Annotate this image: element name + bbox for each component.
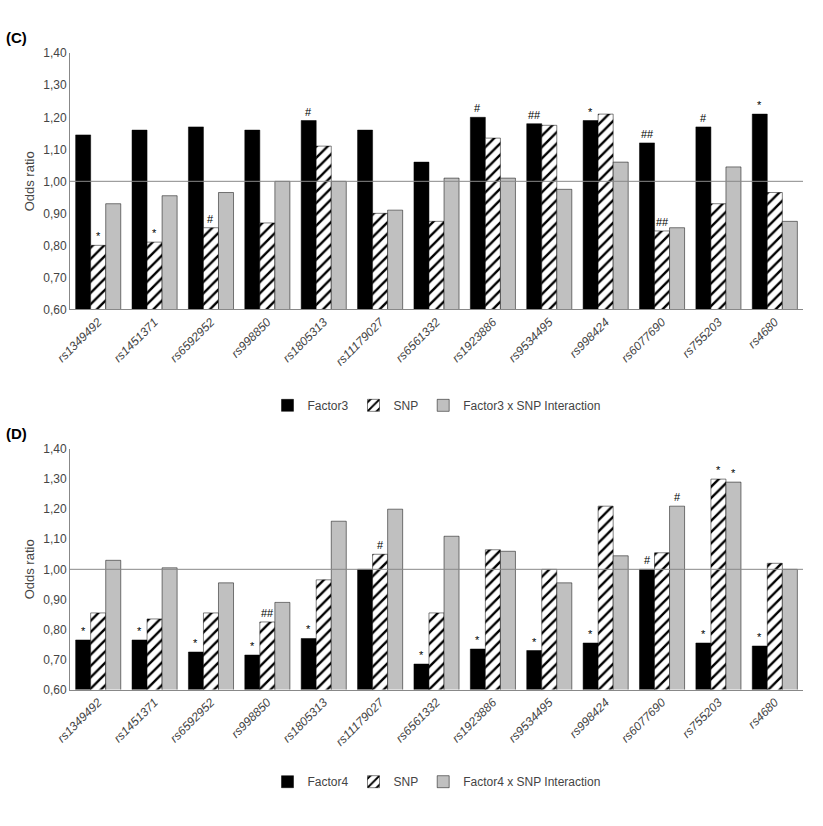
svg-text:1,40: 1,40 bbox=[43, 46, 67, 60]
svg-text:rs998850: rs998850 bbox=[228, 315, 274, 361]
svg-text:Odds ratio: Odds ratio bbox=[22, 151, 37, 211]
svg-text:1,30: 1,30 bbox=[43, 472, 67, 486]
svg-text:0,70: 0,70 bbox=[43, 271, 67, 285]
svg-text:0,60: 0,60 bbox=[43, 303, 67, 317]
svg-text:#: # bbox=[700, 112, 707, 124]
svg-text:rs6077690: rs6077690 bbox=[618, 695, 668, 745]
svg-text:SNP: SNP bbox=[394, 399, 419, 413]
svg-text:1,00: 1,00 bbox=[43, 563, 67, 577]
svg-text:(C): (C) bbox=[6, 29, 27, 46]
svg-text:1,40: 1,40 bbox=[43, 442, 67, 456]
svg-text:#: # bbox=[305, 106, 312, 118]
svg-text:1,30: 1,30 bbox=[43, 78, 67, 92]
svg-text:rs1805313: rs1805313 bbox=[280, 315, 330, 365]
svg-text:#: # bbox=[377, 539, 384, 551]
svg-text:*: * bbox=[475, 634, 480, 646]
svg-text:Odds ratio: Odds ratio bbox=[22, 539, 37, 599]
svg-text:1,20: 1,20 bbox=[43, 502, 67, 516]
svg-text:rs11179027: rs11179027 bbox=[333, 314, 387, 368]
svg-text:rs6592952: rs6592952 bbox=[167, 695, 217, 745]
svg-text:rs4680: rs4680 bbox=[745, 695, 781, 731]
svg-text:*: * bbox=[532, 636, 537, 648]
svg-text:0,80: 0,80 bbox=[43, 623, 67, 637]
svg-text:Factor3 x SNP Interaction: Factor3 x SNP Interaction bbox=[463, 399, 600, 413]
svg-text:SNP: SNP bbox=[394, 775, 419, 789]
svg-text:0,90: 0,90 bbox=[43, 593, 67, 607]
svg-text:rs755203: rs755203 bbox=[679, 695, 725, 741]
svg-text:rs1923886: rs1923886 bbox=[449, 695, 499, 745]
svg-text:0,70: 0,70 bbox=[43, 653, 67, 667]
svg-text:*: * bbox=[152, 227, 157, 239]
svg-text:rs9534495: rs9534495 bbox=[506, 695, 556, 745]
svg-text:#: # bbox=[674, 491, 681, 503]
svg-text:##: ## bbox=[261, 607, 274, 619]
svg-text:rs4680: rs4680 bbox=[745, 315, 781, 351]
svg-text:Factor4: Factor4 bbox=[308, 775, 349, 789]
svg-text:*: * bbox=[137, 625, 142, 637]
svg-text:rs6592952: rs6592952 bbox=[167, 315, 217, 365]
svg-text:rs755203: rs755203 bbox=[679, 315, 725, 361]
svg-text:*: * bbox=[701, 628, 706, 640]
svg-text:*: * bbox=[757, 631, 762, 643]
svg-text:rs1805313: rs1805313 bbox=[280, 695, 330, 745]
svg-text:rs998424: rs998424 bbox=[567, 695, 613, 741]
svg-text:rs11179027: rs11179027 bbox=[333, 695, 387, 749]
svg-text:##: ## bbox=[528, 109, 541, 121]
svg-text:*: * bbox=[588, 628, 593, 640]
svg-text:rs6561332: rs6561332 bbox=[393, 315, 443, 365]
svg-text:#: # bbox=[644, 554, 651, 566]
svg-text:#: # bbox=[474, 102, 481, 114]
svg-text:1,00: 1,00 bbox=[43, 175, 67, 189]
svg-text:rs1451371: rs1451371 bbox=[111, 315, 161, 365]
svg-text:##: ## bbox=[641, 128, 654, 140]
svg-text:1,10: 1,10 bbox=[43, 532, 67, 546]
svg-text:rs998424: rs998424 bbox=[567, 315, 613, 361]
svg-text:*: * bbox=[96, 230, 101, 242]
svg-text:#: # bbox=[207, 213, 214, 225]
svg-text:rs6077690: rs6077690 bbox=[618, 315, 668, 365]
svg-text:0,90: 0,90 bbox=[43, 207, 67, 221]
svg-text:(D): (D) bbox=[6, 425, 27, 442]
svg-text:rs1349492: rs1349492 bbox=[55, 695, 105, 745]
svg-text:*: * bbox=[757, 99, 762, 111]
svg-text:*: * bbox=[588, 106, 593, 118]
svg-text:*: * bbox=[716, 464, 721, 476]
svg-text:*: * bbox=[250, 640, 255, 652]
svg-text:rs1349492: rs1349492 bbox=[55, 315, 105, 365]
svg-text:0,60: 0,60 bbox=[43, 683, 67, 697]
svg-text:Factor3: Factor3 bbox=[308, 399, 349, 413]
svg-text:*: * bbox=[193, 637, 198, 649]
svg-text:*: * bbox=[81, 625, 86, 637]
svg-text:1,10: 1,10 bbox=[43, 143, 67, 157]
svg-text:rs1923886: rs1923886 bbox=[449, 315, 499, 365]
svg-text:1,20: 1,20 bbox=[43, 111, 67, 125]
svg-text:rs1451371: rs1451371 bbox=[111, 695, 161, 745]
svg-text:*: * bbox=[306, 623, 311, 635]
svg-text:*: * bbox=[419, 649, 424, 661]
svg-text:##: ## bbox=[656, 216, 669, 228]
svg-text:0,80: 0,80 bbox=[43, 239, 67, 253]
svg-text:*: * bbox=[731, 467, 736, 479]
svg-text:Factor4 x SNP Interaction: Factor4 x SNP Interaction bbox=[463, 775, 600, 789]
svg-text:rs998850: rs998850 bbox=[228, 695, 274, 741]
svg-text:rs6561332: rs6561332 bbox=[393, 695, 443, 745]
svg-text:rs9534495: rs9534495 bbox=[506, 315, 556, 365]
